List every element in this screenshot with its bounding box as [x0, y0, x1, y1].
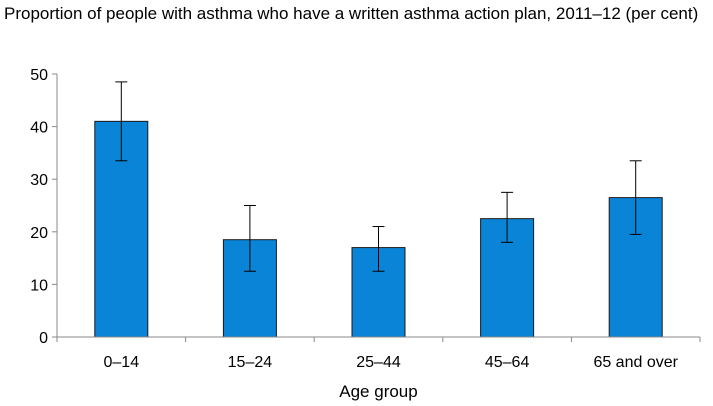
- y-tick-label: 0: [39, 330, 48, 347]
- y-axis: 0 10 20 30 40 50: [30, 67, 58, 347]
- x-tick-label: 65 and over: [593, 354, 678, 371]
- chart-title: Proportion of people with asthma who hav…: [4, 4, 699, 23]
- y-tick-label: 50: [30, 67, 48, 84]
- x-tick-label: 0–14: [104, 354, 140, 371]
- y-tick-label: 30: [30, 172, 48, 189]
- y-tick-label: 10: [30, 277, 48, 294]
- x-tick-label: 25–44: [356, 354, 401, 371]
- error-bars: [115, 81, 642, 272]
- x-axis-title: Age group: [339, 382, 417, 401]
- x-tick-label: 15–24: [228, 354, 273, 371]
- x-axis: 0–14 15–24 25–44 45–64 65 and over: [56, 336, 701, 371]
- y-tick-label: 20: [30, 225, 48, 242]
- x-tick-label: 45–64: [485, 354, 530, 371]
- y-tick-label: 40: [30, 120, 48, 137]
